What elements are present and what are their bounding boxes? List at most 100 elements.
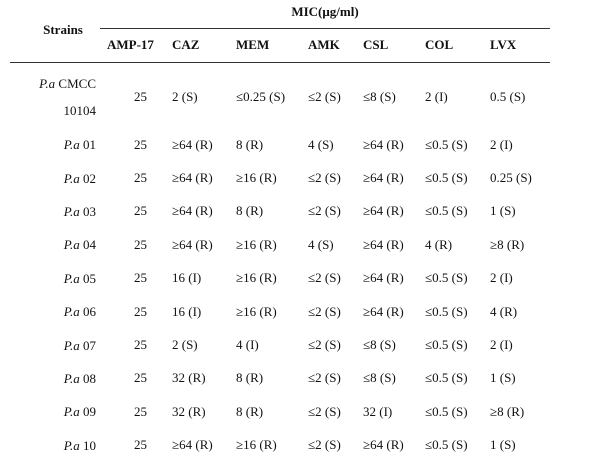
strain-name: P.a 03 [64, 198, 96, 225]
mic-value: 4 (S) [308, 236, 334, 252]
strain-species: P.a [63, 237, 80, 253]
mic-value: 2 (I) [490, 270, 513, 286]
mic-value: ≥64 (R) [172, 136, 213, 152]
mic-value: ≤2 (S) [308, 270, 341, 286]
strain-species: P.a [39, 76, 56, 91]
strain-name: P.a 10 [64, 432, 96, 459]
mic-value: 4 (R) [490, 303, 518, 319]
mic-value: ≥64 (R) [363, 136, 404, 152]
strain-name: P.a 04 [64, 231, 96, 258]
mic-value: 25 [134, 89, 147, 104]
table-row: P.a CMCC 10104 25 2 (S) ≤0.25 (S) ≤2 (S) ≤8 (… [0, 66, 601, 128]
strain-cell: P.a 02 [28, 161, 96, 194]
mic-value: ≤0.25 (S) [236, 89, 286, 104]
mic-value: ≤2 (S) [308, 303, 341, 319]
mic-value: ≥64 (R) [363, 203, 404, 219]
strain-cell: P.a 05 [28, 262, 96, 295]
strain-species: P.a [63, 404, 80, 420]
mic-value: 8 (R) [236, 136, 264, 152]
mic-value: 16 (I) [172, 303, 202, 319]
table-row: P.a 10 25 ≥64 (R) ≥16 (R) ≤2 (S) ≥64 (R) ≤0.5 … [0, 429, 601, 462]
mic-value: 2 (S) [172, 337, 198, 353]
mic-value: 0.5 (S) [490, 89, 526, 104]
mic-value: ≥16 (R) [236, 270, 277, 286]
strain-id: 03 [83, 203, 96, 219]
mic-value: ≤2 (S) [308, 370, 341, 386]
mic-value: 8 (R) [236, 403, 264, 419]
strain-id: 05 [83, 270, 96, 286]
mic-value: 4 (R) [425, 236, 453, 252]
mic-value: ≤8 (S) [363, 337, 396, 353]
mic-value: 25 [134, 437, 147, 453]
mic-value: 25 [134, 203, 147, 219]
mic-value: ≥64 (R) [172, 236, 213, 252]
mic-value: ≤0.5 (S) [425, 303, 468, 319]
table-row: P.a 09 25 32 (R) 8 (R) ≤2 (S) 32 (I) ≤0.5 (S) ≥… [0, 395, 601, 428]
strain-cell: P.a 03 [28, 195, 96, 228]
strain-species: P.a [63, 304, 80, 320]
strain-cell: P.a 08 [28, 362, 96, 395]
mic-value: ≥64 (R) [363, 437, 404, 453]
strain-species: P.a [63, 170, 80, 186]
mic-value: ≥16 (R) [236, 437, 277, 453]
mic-value: ≤0.5 (S) [425, 437, 468, 453]
mic-value: 4 (I) [236, 337, 259, 353]
mic-value: ≤2 (S) [308, 337, 341, 353]
mic-value: 32 (R) [172, 403, 206, 419]
strain-cell: P.a 07 [28, 328, 96, 361]
mic-value: ≥16 (R) [236, 303, 277, 319]
mic-value: 32 (R) [172, 370, 206, 386]
table-row: P.a 01 25 ≥64 (R) 8 (R) 4 (S) ≥64 (R) ≤0.5 (S)… [0, 128, 601, 161]
mic-value: ≤0.5 (S) [425, 370, 468, 386]
strain-name: P.a 07 [64, 332, 96, 359]
mic-value: ≥64 (R) [363, 270, 404, 286]
mic-value: 25 [134, 337, 147, 353]
strain-species: P.a [63, 203, 80, 219]
mic-value: ≤0.5 (S) [425, 203, 468, 219]
table-row: P.a 03 25 ≥64 (R) 8 (R) ≤2 (S) ≥64 (R) ≤0.5 (S… [0, 195, 601, 228]
strain-species: P.a [63, 337, 80, 353]
mic-value: ≤2 (S) [308, 89, 341, 104]
mic-value: ≥64 (R) [363, 303, 404, 319]
table-row: P.a 07 25 2 (S) 4 (I) ≤2 (S) ≤8 (S) ≤0.5 (S) 2 … [0, 328, 601, 361]
strain-id: 07 [83, 337, 96, 353]
strain-name: P.a 02 [64, 165, 96, 192]
strain-id: 06 [83, 304, 96, 320]
strain-name: P.a 05 [64, 265, 96, 292]
mic-value: 4 (S) [308, 136, 334, 152]
strain-cell: P.a 01 [28, 128, 96, 161]
mic-value: ≤0.5 (S) [425, 270, 468, 286]
header-rule [100, 28, 550, 29]
strain-name: P.a 01 [64, 131, 96, 158]
strain-name: P.a 08 [64, 365, 96, 392]
strains-header: Strains [43, 22, 83, 37]
mic-value: 25 [134, 270, 147, 286]
strain-name: P.a 06 [64, 298, 96, 325]
mic-value: ≥8 (R) [490, 236, 525, 252]
column-header: COL [425, 37, 454, 52]
strain-id: 08 [83, 370, 96, 386]
strain-species: P.a [63, 137, 80, 153]
mic-value: ≥64 (R) [363, 236, 404, 252]
strain-species: P.a [63, 270, 80, 286]
mic-value: ≤0.5 (S) [425, 403, 468, 419]
strain-id: 01 [83, 137, 96, 153]
table-row: P.a 02 25 ≥64 (R) ≥16 (R) ≤2 (S) ≥64 (R) ≤0.5 … [0, 161, 601, 194]
column-header: CSL [363, 37, 389, 52]
mic-value: ≥16 (R) [236, 170, 277, 186]
mic-value: 32 (I) [363, 403, 393, 419]
mic-value: ≥8 (R) [490, 403, 525, 419]
strain-name: P.a 09 [64, 398, 96, 425]
column-header: MEM [236, 37, 270, 52]
strain-cell: P.a 04 [28, 228, 96, 261]
column-header: LVX [490, 37, 517, 52]
mic-value: ≥64 (R) [172, 437, 213, 453]
mic-value: 25 [134, 236, 147, 252]
mic-value: ≤2 (S) [308, 437, 341, 453]
strain-id: 04 [83, 237, 96, 253]
mic-value: 1 (S) [490, 437, 516, 453]
mic-value: ≤8 (S) [363, 89, 396, 104]
mic-value: ≤8 (S) [363, 370, 396, 386]
group-header: MIC(μg/ml) [291, 4, 359, 19]
